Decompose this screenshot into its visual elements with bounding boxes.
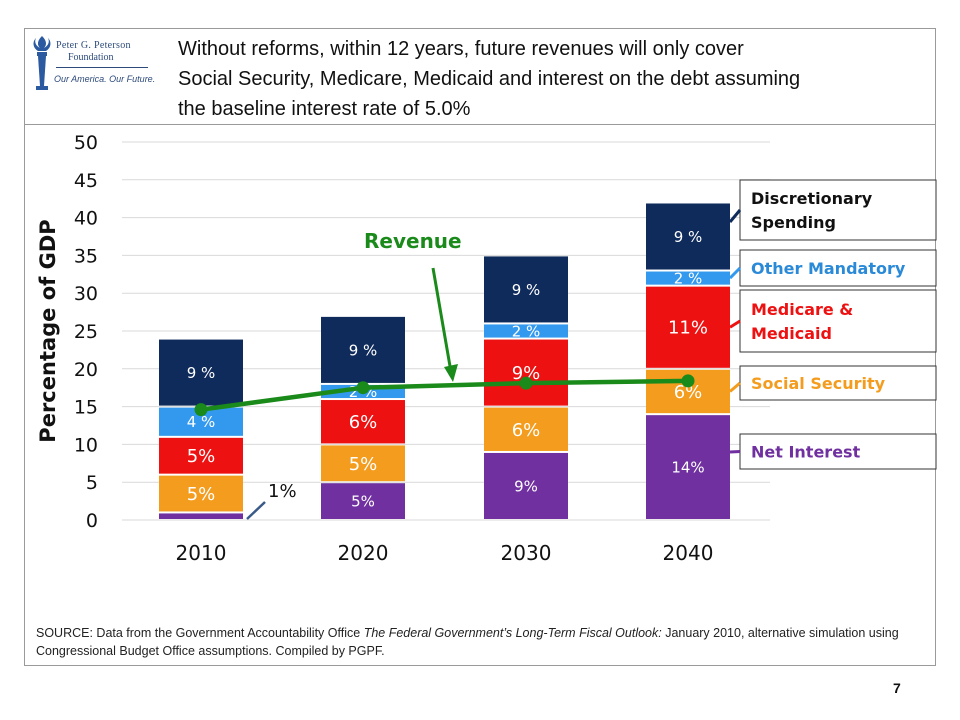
- revenue-point-2020: [356, 381, 370, 395]
- revenue-point-2030: [519, 376, 533, 390]
- revenue-arrow-head: [444, 364, 458, 382]
- bar-net-interest-2040: [646, 415, 730, 519]
- y-tick-label: 25: [74, 321, 98, 343]
- bar-discretionary-spending-2040: [646, 203, 730, 270]
- slide-title: Without reforms, within 12 years, future…: [178, 38, 801, 120]
- torch-icon: [33, 36, 51, 90]
- data-label-net-interest-2020: 5%: [351, 493, 375, 511]
- source-note: SOURCE: Data from the Government Account…: [36, 624, 931, 660]
- data-label-medicare-and-medicaid-2030: 9%: [512, 363, 541, 384]
- data-label-other-mandatory-2010: 4 %: [187, 413, 216, 431]
- legend-connector-net-interest: [729, 450, 741, 454]
- x-tick-label: 2010: [176, 541, 227, 565]
- y-tick-label: 5: [86, 472, 98, 494]
- revenue-point-2040: [681, 374, 695, 388]
- bar-discretionary-spending-2030: [484, 256, 568, 323]
- data-label-medicare-and-medicaid-2040: 11%: [668, 318, 708, 339]
- bar-medicare-and-medicaid-2020: [321, 400, 405, 444]
- revenue-label: Revenue: [364, 229, 462, 253]
- bar-other-mandatory-2040: [646, 271, 730, 285]
- bar-discretionary-spending-2010: [159, 339, 243, 406]
- y-tick-label: 0: [86, 510, 98, 532]
- callout-line-net-interest-2010: [246, 501, 266, 520]
- y-tick-label: 10: [74, 434, 98, 456]
- bar-net-interest-2010: [159, 513, 243, 519]
- bar-social-security-2010: [159, 475, 243, 512]
- bar-net-interest-2030: [484, 452, 568, 519]
- bar-other-mandatory-2030: [484, 324, 568, 338]
- y-tick-label: 15: [74, 397, 98, 419]
- bar-medicare-and-medicaid-2010: [159, 437, 243, 474]
- bar-social-security-2020: [321, 445, 405, 482]
- source-prefix: SOURCE: Data from the Government Account…: [36, 626, 364, 640]
- logo-tagline: Our America. Our Future.: [54, 74, 156, 84]
- legend-box-other-mandatory: [739, 249, 937, 287]
- data-label-social-security-2010: 5%: [187, 484, 216, 505]
- data-label-discretionary-spending-2020: 9 %: [349, 341, 378, 359]
- data-label-medicare-and-medicaid-2020: 6%: [349, 412, 378, 433]
- legend-label-social-security: Social Security: [751, 374, 886, 393]
- source-publication: The Federal Government’s Long-Term Fisca…: [363, 626, 662, 640]
- y-tick-label: 20: [74, 359, 98, 381]
- data-label-discretionary-spending-2040: 9 %: [674, 228, 703, 246]
- y-tick-label: 30: [74, 283, 98, 305]
- data-label-net-interest-2030: 9%: [514, 477, 538, 495]
- data-label-medicare-and-medicaid-2010: 5%: [187, 446, 216, 467]
- y-tick-label: 35: [74, 245, 98, 267]
- legend-connector-medicare-and-medicaid: [729, 319, 741, 329]
- legend-box-net-interest: [739, 433, 937, 470]
- bar-medicare-and-medicaid-2030: [484, 339, 568, 406]
- logo-divider: [56, 67, 148, 68]
- x-tick-label: 2040: [663, 541, 714, 565]
- legend-box-social-security: [739, 365, 937, 401]
- data-label-discretionary-spending-2010: 9 %: [187, 364, 216, 382]
- legend-connector-other-mandatory: [728, 266, 742, 280]
- x-tick-label: 2020: [338, 541, 389, 565]
- data-label-net-interest-2040: 14%: [671, 458, 704, 476]
- legend-connector-discretionary-spending: [728, 209, 742, 223]
- data-label-other-mandatory-2040: 2 %: [674, 269, 703, 287]
- bar-net-interest-2020: [321, 483, 405, 519]
- data-label-discretionary-spending-2030: 9 %: [512, 281, 541, 299]
- y-tick-label: 40: [74, 208, 98, 230]
- revenue-point-2010: [194, 403, 208, 417]
- legend-label-other-mandatory: Other Mandatory: [751, 259, 906, 278]
- revenue-line: [200, 378, 689, 412]
- legend-box-medicare-and-medicaid: [739, 289, 937, 353]
- data-label-social-security-2040: 6%: [674, 382, 703, 403]
- x-tick-label: 2030: [501, 541, 552, 565]
- bar-medicare-and-medicaid-2040: [646, 286, 730, 368]
- legend-label-net-interest: Net Interest: [751, 443, 861, 462]
- data-label-net-interest-2010: 1%: [268, 481, 297, 502]
- y-tick-label: 45: [74, 170, 98, 192]
- y-tick-label: 50: [74, 132, 98, 154]
- legend-label-discretionary-spending: Discretionary Spending: [751, 189, 873, 232]
- foundation-logo: Peter G. Peterson Foundation Our America…: [30, 34, 155, 98]
- header-divider: [24, 124, 936, 125]
- logo-line-2: Foundation: [68, 52, 114, 63]
- bar-discretionary-spending-2020: [321, 316, 405, 383]
- legend-label-medicare-and-medicaid: Medicare & Medicaid: [751, 300, 853, 343]
- data-label-social-security-2030: 6%: [512, 420, 541, 441]
- data-label-social-security-2020: 5%: [349, 454, 378, 475]
- page-number: 7: [893, 680, 901, 696]
- revenue-arrow-shaft: [431, 267, 453, 373]
- source-suffix: January 2010, alternative simulation usi…: [36, 626, 899, 658]
- stacked-bar-chart: 0 5 10 15 20 25 30 35 40 45 50 Percentage of GDP 5% 5…: [36, 132, 937, 565]
- legend-connector-social-security: [729, 381, 741, 393]
- bar-social-security-2030: [484, 407, 568, 451]
- logo-line-1: Peter G. Peterson: [56, 40, 131, 51]
- data-label-other-mandatory-2030: 2 %: [512, 322, 541, 340]
- y-axis-label: Percentage of GDP: [36, 219, 60, 442]
